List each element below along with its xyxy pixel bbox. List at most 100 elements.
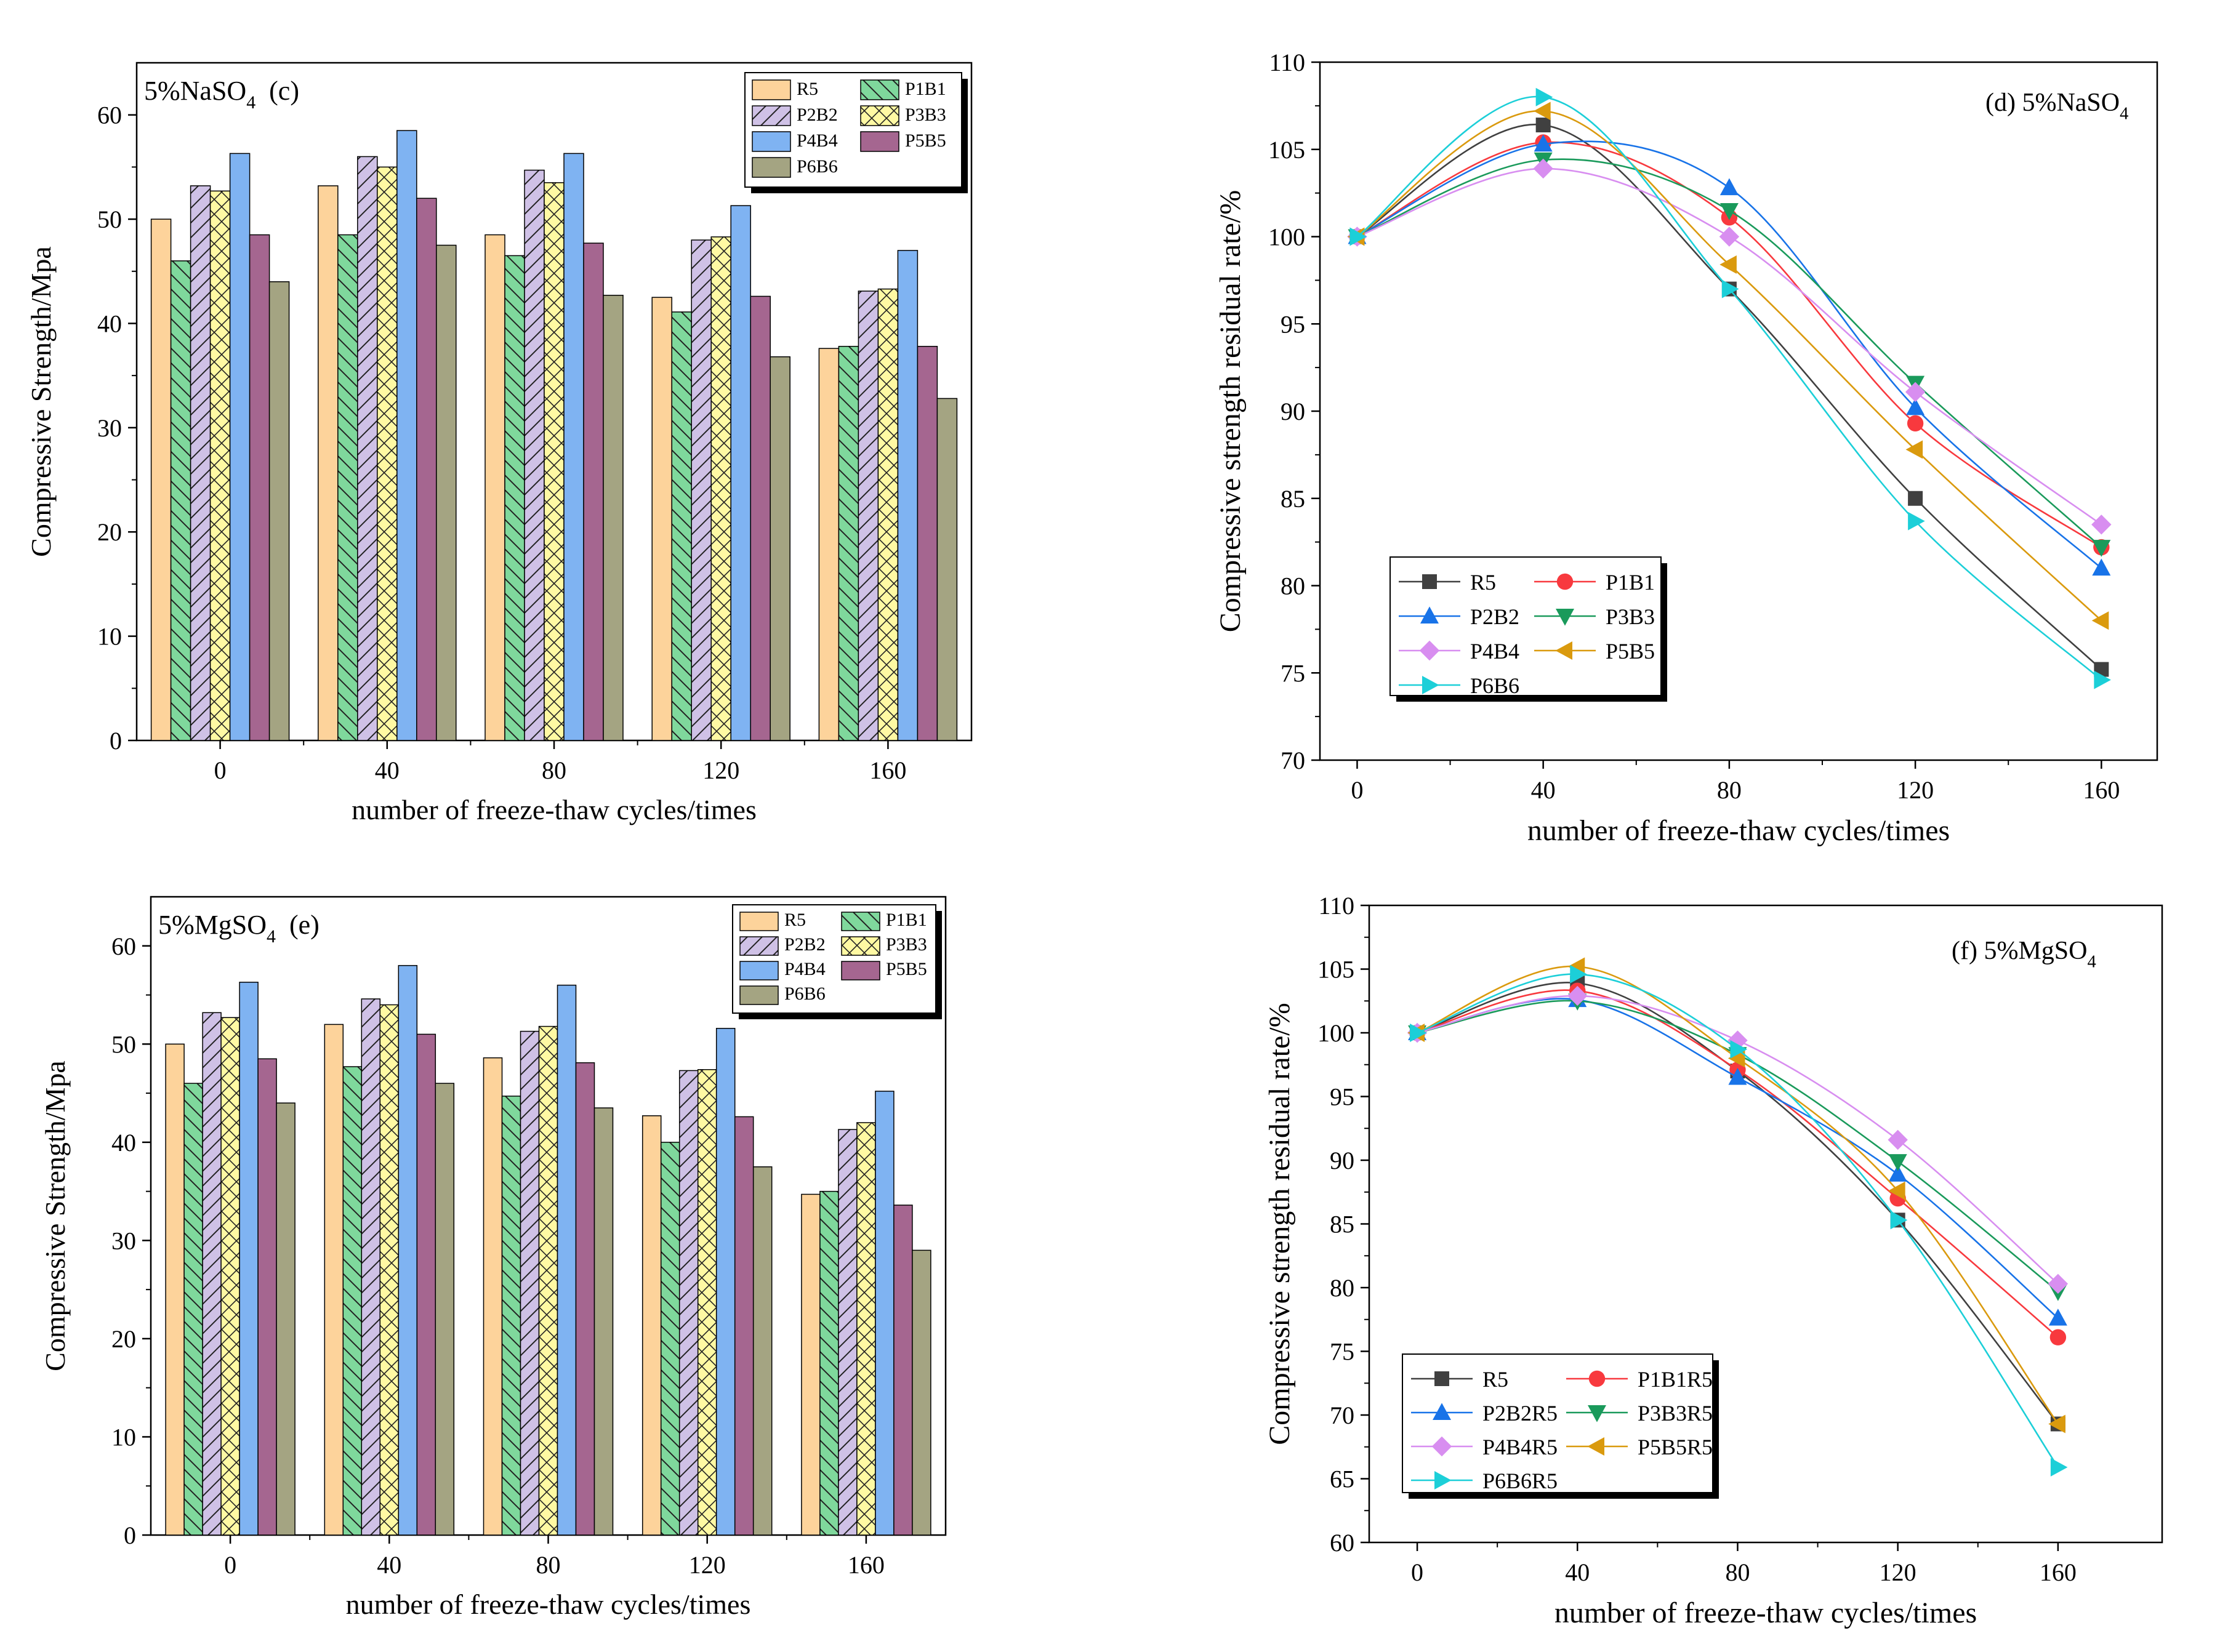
bar-P2B2-120 — [691, 239, 712, 741]
legend-swatch-P3B3 — [841, 936, 880, 956]
y-tick-label: 50 — [111, 1030, 136, 1058]
legend-marker-P5B5 — [1555, 641, 1572, 660]
bar-R5-80 — [485, 234, 505, 741]
y-tick-label: 100 — [1317, 1019, 1354, 1047]
y-axis-label: Compressive strength residual rate/% — [1214, 190, 1247, 632]
bar-P2B2-0 — [202, 1012, 222, 1536]
x-tick-label: 0 — [1411, 1558, 1423, 1586]
legend-marker-P5B5R5 — [1587, 1437, 1604, 1456]
legend-label-P2B2R5: P2B2R5 — [1482, 1401, 1558, 1425]
bar-P5B5-0 — [257, 1058, 277, 1536]
point-P5B5-80 — [1719, 255, 1737, 274]
y-tick-label: 110 — [1318, 892, 1354, 920]
legend-swatch-P2B2 — [752, 105, 791, 126]
chart-panel-d-nasO4-lines: 70 75 80 85 90 95 100 105 110 0 40 80 120 160 number o… — [1214, 49, 2158, 847]
x-axis-label: number of freeze-thaw cycles/times — [352, 794, 757, 825]
bar-P6B6-80 — [603, 294, 624, 741]
bar-R5-40 — [324, 1024, 344, 1536]
y-tick-label: 85 — [1330, 1211, 1354, 1238]
bar-P1B1-160 — [819, 1190, 839, 1536]
bar-P6B6-160 — [936, 398, 958, 741]
x-tick-label: 160 — [2083, 776, 2120, 804]
point-P6B6R5-80 — [1730, 1040, 1748, 1059]
point-P6B6R5-0 — [1410, 1024, 1427, 1042]
chart-panel-c-nasO4-bars: 0 10 20 30 40 50 60 0 40 80 120 160 number of freeze… — [25, 62, 973, 825]
point-P6B6-40 — [1535, 87, 1553, 106]
x-tick-label: 120 — [702, 756, 739, 784]
bar-P5B5-160 — [893, 1205, 913, 1536]
y-tick-label: 90 — [1281, 398, 1305, 425]
point-P2B2-40 — [1534, 134, 1553, 152]
x-tick-label: 80 — [1717, 776, 1742, 804]
point-P2B2-120 — [1906, 398, 1925, 415]
bar-P6B6-120 — [752, 1166, 773, 1536]
series-line-P3B3 — [1356, 158, 2102, 548]
legend-label-P3B3: P3B3 — [886, 934, 927, 955]
y-tick-label: 95 — [1330, 1083, 1354, 1111]
chart-title: 5%MgSO4 (e) — [158, 910, 320, 947]
bar-P1B1-0 — [183, 1083, 203, 1536]
bar-P3B3-40 — [379, 1004, 400, 1536]
legend-label-P5B5: P5B5 — [905, 130, 946, 151]
point-P6B6-0 — [1349, 227, 1367, 246]
legend-label-P5B5R5: P5B5R5 — [1638, 1435, 1713, 1459]
legend-label-P1B1: P1B1 — [1606, 570, 1655, 595]
legend-label-P2B2: P2B2 — [797, 105, 838, 125]
x-axis-label: number of freeze-thaw cycles/times — [346, 1589, 751, 1620]
legend-marker-P3B3 — [1556, 609, 1574, 626]
legend-label-R5: R5 — [1482, 1367, 1508, 1392]
bar-P4B4-80 — [563, 153, 584, 741]
y-tick-label: 75 — [1281, 659, 1305, 687]
point-P3B3-80 — [1719, 202, 1739, 220]
bar-R5-0 — [150, 219, 172, 741]
bar-P2B2-40 — [357, 156, 378, 741]
legend-swatch-P3B3 — [860, 105, 899, 126]
y-axis-label: Compressive Strength/Mpa — [39, 1061, 71, 1371]
legend-box — [1402, 1353, 1713, 1493]
point-P1B1R5-160 — [2049, 1329, 2067, 1345]
legend-marker-P3B3R5 — [1588, 1405, 1606, 1422]
y-tick-label: 0 — [124, 1522, 136, 1549]
bar-P1B1-0 — [170, 260, 191, 741]
bar-P6B6-160 — [912, 1249, 931, 1536]
point-P4B4R5-160 — [2048, 1273, 2069, 1294]
legend-marker-P6B6R5 — [1434, 1471, 1452, 1490]
y-tick-label: 85 — [1281, 485, 1305, 513]
point-P1B1-120 — [1907, 415, 1924, 432]
chart-title: 5%NaSO4 (c) — [144, 76, 299, 113]
point-P5B5R5-80 — [1727, 1049, 1745, 1068]
bar-P4B4-160 — [897, 250, 919, 741]
point-R5-120 — [1908, 491, 1923, 506]
y-tick-label: 30 — [111, 1227, 136, 1254]
bar-P4B4-160 — [875, 1091, 895, 1536]
series-line-P2B2 — [1356, 140, 2102, 569]
y-axis-label: Compressive strength residual rate/% — [1263, 1003, 1296, 1445]
point-P6B6R5-120 — [1890, 1211, 1908, 1230]
chart-title: (d) 5%NaSO4 — [1985, 89, 2128, 123]
bar-P2B2-160 — [838, 1129, 858, 1536]
legend-swatch-P6B6 — [752, 157, 791, 178]
x-tick-label: 40 — [377, 1551, 401, 1579]
legend-marker-P2B2R5 — [1433, 1403, 1451, 1420]
legend-marker-P4B4R5 — [1431, 1436, 1452, 1457]
legend-swatch-P1B1 — [860, 79, 899, 100]
bar-P4B4-0 — [229, 153, 251, 741]
y-tick-label: 95 — [1281, 310, 1305, 338]
y-tick-label: 60 — [97, 102, 122, 129]
legend-label-P3B3R5: P3B3R5 — [1638, 1401, 1713, 1425]
y-tick-label: 60 — [111, 932, 136, 960]
y-tick-label: 80 — [1330, 1274, 1354, 1302]
legend-swatch-P6B6 — [739, 985, 779, 1005]
legend-swatch-P5B5 — [860, 131, 899, 152]
x-tick-label: 40 — [1565, 1558, 1590, 1586]
y-tick-label: 105 — [1268, 136, 1305, 164]
bar-P3B3-160 — [856, 1122, 876, 1536]
point-P5B5-40 — [1534, 102, 1551, 121]
legend-marker-P4B4 — [1419, 640, 1440, 661]
bar-R5-120 — [641, 1115, 662, 1536]
legend-label-P1B1: P1B1 — [886, 910, 927, 930]
point-P4B4-160 — [2091, 515, 2112, 535]
legend-swatch-R5 — [752, 79, 791, 100]
bar-P5B5-160 — [917, 345, 938, 741]
